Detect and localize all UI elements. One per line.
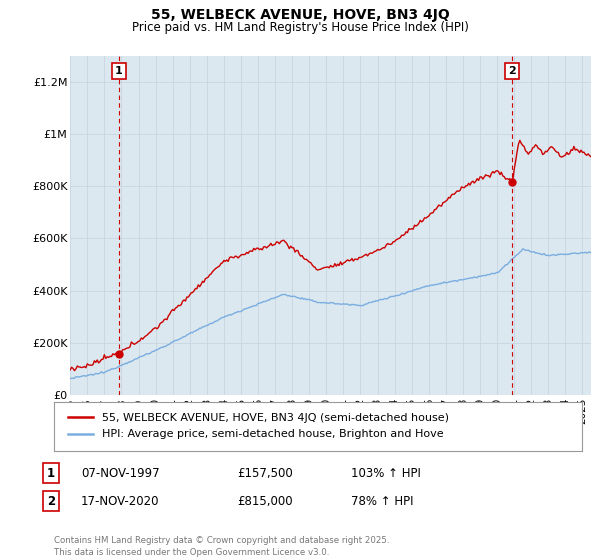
Text: 2: 2 — [47, 494, 55, 508]
Text: 07-NOV-1997: 07-NOV-1997 — [81, 466, 160, 480]
Text: Price paid vs. HM Land Registry's House Price Index (HPI): Price paid vs. HM Land Registry's House … — [131, 21, 469, 34]
Text: £157,500: £157,500 — [237, 466, 293, 480]
Text: £815,000: £815,000 — [237, 494, 293, 508]
Text: Contains HM Land Registry data © Crown copyright and database right 2025.
This d: Contains HM Land Registry data © Crown c… — [54, 536, 389, 557]
Text: 17-NOV-2020: 17-NOV-2020 — [81, 494, 160, 508]
Text: 103% ↑ HPI: 103% ↑ HPI — [351, 466, 421, 480]
Text: 1: 1 — [115, 66, 123, 76]
Text: 55, WELBECK AVENUE, HOVE, BN3 4JQ: 55, WELBECK AVENUE, HOVE, BN3 4JQ — [151, 8, 449, 22]
Legend: 55, WELBECK AVENUE, HOVE, BN3 4JQ (semi-detached house), HPI: Average price, sem: 55, WELBECK AVENUE, HOVE, BN3 4JQ (semi-… — [65, 409, 452, 443]
Text: 2: 2 — [508, 66, 516, 76]
Text: 78% ↑ HPI: 78% ↑ HPI — [351, 494, 413, 508]
Text: 1: 1 — [47, 466, 55, 480]
